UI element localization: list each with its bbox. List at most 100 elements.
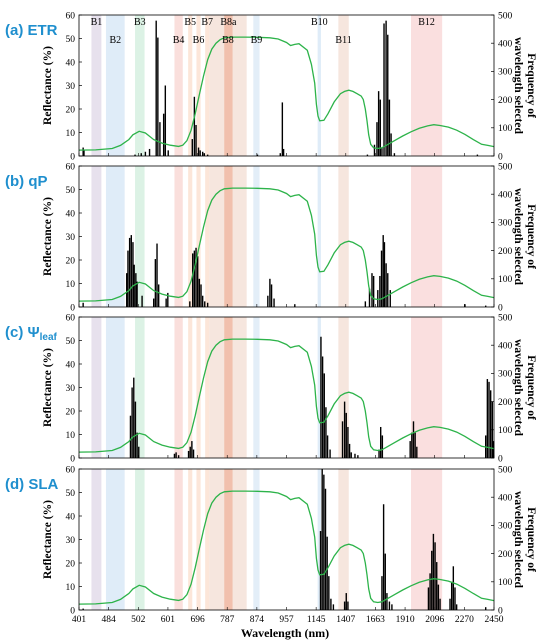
- frequency-bar: [345, 412, 347, 458]
- right-tick-label: 0: [498, 606, 503, 616]
- x-tick-label: 484: [102, 615, 117, 625]
- frequency-bar: [148, 148, 151, 156]
- x-tick-label: 401: [72, 615, 87, 625]
- frequency-bar: [157, 284, 160, 307]
- band-label-b9: B9: [251, 35, 263, 46]
- band-b4: [174, 166, 183, 307]
- frequency-bar: [82, 147, 84, 156]
- frequency-bar: [134, 154, 136, 156]
- x-axis-label: Wavelength (nm): [241, 626, 329, 640]
- frequency-bar: [388, 99, 391, 156]
- frequency-bar: [393, 153, 396, 156]
- right-tick-label: 400: [498, 342, 513, 352]
- band-b1: [91, 317, 102, 458]
- right-tick-label: 200: [498, 398, 513, 408]
- band-b5: [188, 317, 193, 458]
- band-b11: [338, 166, 349, 307]
- frequency-bar: [206, 154, 209, 156]
- panel-title-b: (b) qP: [5, 173, 48, 190]
- frequency-bar: [270, 284, 273, 307]
- frequency-bar: [134, 401, 137, 458]
- left-axis-label: Reflectance (%): [42, 46, 54, 125]
- right-tick-label: 0: [498, 303, 503, 313]
- frequency-bar: [383, 242, 386, 307]
- frequency-bar: [357, 455, 359, 458]
- band-label-b11: B11: [335, 35, 351, 46]
- frequency-bar: [189, 301, 191, 307]
- panel-title-c: (c) Ψleaf: [5, 324, 58, 343]
- frequency-bar: [197, 147, 200, 156]
- frequency-bar: [157, 37, 159, 157]
- band-label-b1: B1: [91, 17, 103, 28]
- frequency-bar: [380, 250, 383, 307]
- frequency-bar: [82, 608, 84, 610]
- frequency-bar: [329, 449, 331, 458]
- frequency-bar: [449, 598, 451, 610]
- right-tick-label: 200: [498, 96, 513, 106]
- frequency-bar: [201, 295, 204, 307]
- right-tick-label: 500: [498, 313, 513, 323]
- frequency-bar: [341, 421, 344, 458]
- frequency-bar: [159, 122, 161, 156]
- frequency-bar: [411, 432, 413, 458]
- left-tick-label: 50: [66, 35, 76, 45]
- frequency-bar: [387, 273, 389, 307]
- frequency-bar: [164, 85, 167, 156]
- left-axis-label: Reflectance (%): [42, 348, 54, 427]
- frequency-bar: [200, 284, 202, 307]
- left-tick-label: 30: [66, 233, 76, 243]
- frequency-bar: [485, 607, 487, 610]
- right-axis-label-line: wavelength selected: [512, 37, 524, 134]
- frequency-bar: [130, 235, 132, 307]
- x-tick-label: 1407: [336, 615, 355, 625]
- frequency-bar: [144, 151, 147, 156]
- frequency-bar: [455, 604, 458, 610]
- left-tick-label: 40: [66, 58, 76, 68]
- right-tick-label: 300: [498, 219, 513, 229]
- band-b6: [196, 15, 201, 156]
- frequency-bar: [294, 304, 296, 307]
- band-b9: [253, 469, 260, 610]
- left-tick-label: 50: [66, 186, 76, 196]
- x-tick-label: 2450: [485, 615, 504, 625]
- frequency-bar: [131, 387, 133, 458]
- reflectance-curve: [78, 490, 495, 605]
- frequency-bar: [126, 273, 128, 307]
- frequency-bar: [191, 441, 193, 458]
- band-label-b5: B5: [184, 17, 196, 28]
- left-tick-label: 0: [70, 152, 75, 162]
- frequency-bar: [343, 401, 346, 458]
- frequency-bar: [343, 601, 346, 610]
- band-b1: [91, 469, 102, 610]
- band-label-b8: B8: [222, 35, 234, 46]
- frequency-bar: [167, 292, 169, 307]
- frequency-bar: [382, 235, 384, 307]
- left-tick-label: 50: [66, 337, 76, 347]
- x-tick-label: 601: [161, 615, 176, 625]
- band-b4: [174, 15, 183, 156]
- frequency-bar: [486, 379, 489, 458]
- frequency-bar: [354, 453, 356, 458]
- panel-d: 0 10 20 30 40 50 60 0 100 200 300 400 500 401 484 502 60…: [5, 465, 537, 625]
- left-tick-label: 10: [66, 431, 76, 441]
- band-b7: [205, 15, 210, 156]
- band-b5: [188, 15, 193, 156]
- frequency-bar: [350, 452, 352, 458]
- band-b4: [174, 469, 183, 610]
- right-tick-label: 200: [498, 550, 513, 560]
- left-tick-label: 50: [66, 489, 76, 499]
- x-tick-label: 696: [190, 615, 205, 625]
- band-b11: [338, 15, 349, 156]
- frequency-bar: [162, 113, 165, 156]
- x-tick-label: 2270: [455, 615, 474, 625]
- band-b5: [188, 469, 193, 610]
- left-axis-label: Reflectance (%): [42, 500, 54, 579]
- frequency-bar: [376, 122, 378, 156]
- band-b11: [338, 317, 349, 458]
- band-b9: [253, 166, 260, 307]
- frequency-bar: [378, 449, 380, 458]
- frequency-bar: [201, 151, 204, 156]
- x-tick-label: 2096: [425, 615, 444, 625]
- frequency-bar: [282, 148, 285, 156]
- left-tick-label: 20: [66, 559, 76, 569]
